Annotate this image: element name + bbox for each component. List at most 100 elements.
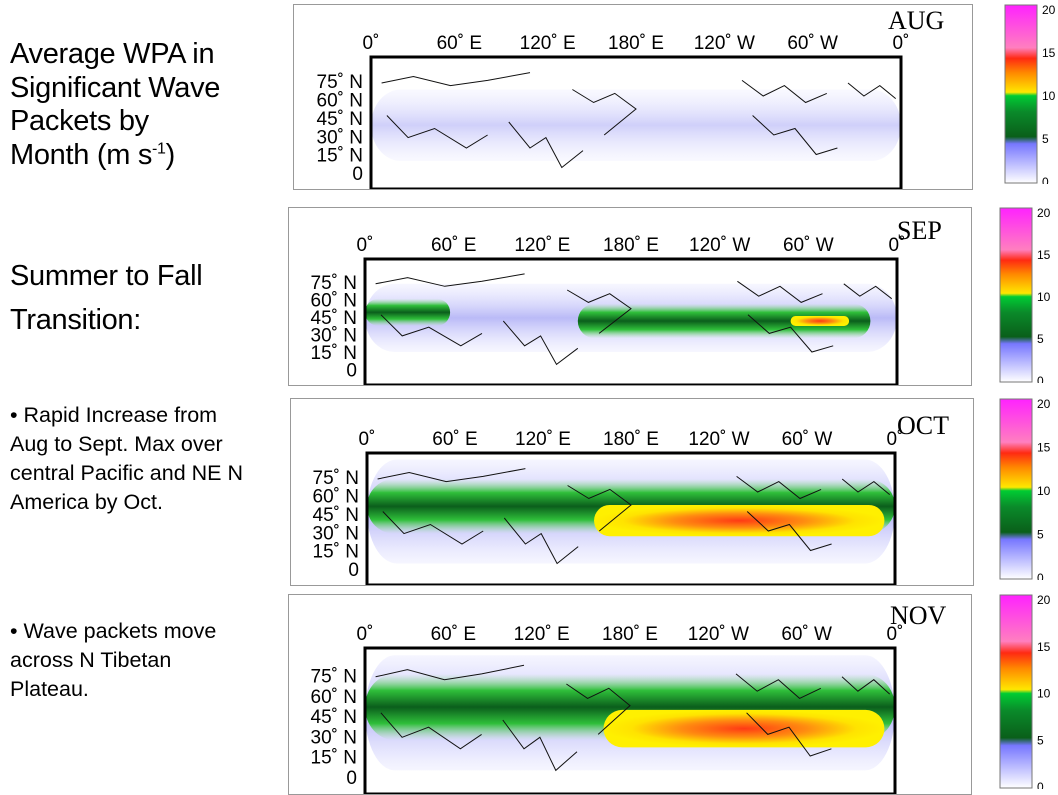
lon-tick-label: 180˚ E [608, 33, 664, 54]
lat-tick-label: 75˚ N [313, 468, 359, 489]
lat-tick-label: 15˚ N [311, 748, 357, 769]
lat-tick-label: 30˚ N [317, 127, 363, 148]
lon-tick-label: 60˚ W [781, 624, 832, 645]
colorbar-tick-label: 15 [1042, 46, 1056, 60]
colorbar-tick-label: 15 [1037, 640, 1051, 654]
colorbar: 20 15 10 5 0 [1004, 4, 1056, 184]
hot-region [603, 709, 885, 748]
coastlines [375, 273, 893, 366]
lat-tick-label: 15˚ N [313, 542, 359, 563]
field-shading [367, 459, 895, 564]
lat-tick-label: 45˚ N [311, 707, 357, 728]
section-subheading: Summer to Fall Transition: [10, 254, 290, 342]
lat-tick-label: 60˚ N [317, 91, 363, 112]
lon-tick-label: 0˚ [889, 235, 906, 256]
lon-tick-label: 120˚ W [688, 429, 749, 450]
lon-tick-label: 60˚ E [431, 624, 476, 645]
map-panel-sep: 0˚ 60˚ E 120˚ E 180˚ E 120˚ W 60˚ W 0˚ 75˚ N 60˚… [288, 207, 972, 386]
wpa-map-aug: 0˚ 60˚ E 120˚ E 180˚ E 120˚ W 60˚ W 0˚75˚ N60˚… [294, 5, 972, 189]
wpa-map-sep: 0˚ 60˚ E 120˚ E 180˚ E 120˚ W 60˚ W 0˚75˚ N60˚… [289, 208, 971, 385]
title-superscript: -1 [152, 139, 166, 157]
field-shading [365, 655, 895, 771]
lon-tick-label: 60˚ E [437, 33, 482, 54]
title-line-2: Significant Wave [10, 71, 221, 104]
colorbar-tick-label: 20 [1037, 207, 1051, 220]
lon-tick-label: 0˚ [357, 235, 374, 256]
colorbar: 20 15 10 5 0 [999, 398, 1051, 580]
month-label: OCT [897, 411, 949, 440]
lat-tick-label: 30˚ N [311, 325, 357, 346]
bullet-point-2: • Wave packets move across N Tibetan Pla… [10, 619, 217, 701]
field-shading [371, 89, 901, 161]
month-label: SEP [897, 216, 942, 245]
map-border [363, 257, 899, 385]
lon-tick-label: 0˚ [887, 624, 904, 645]
lat-tick-label: 0 [346, 360, 357, 381]
lat-tick-label: 30˚ N [311, 727, 357, 748]
title-line-4: Month (m s [10, 138, 153, 171]
title-line-1: Average WPA in [10, 38, 215, 70]
bullet-point-1: • Rapid Increase from Aug to Sept. Max o… [10, 403, 244, 514]
coastlines [381, 72, 897, 169]
colorbar-tick-label: 0 [1037, 780, 1044, 789]
lon-tick-label: 0˚ [359, 429, 376, 450]
colorbar-tick-label: 10 [1037, 484, 1051, 498]
colorbar-tick-label: 5 [1037, 733, 1044, 747]
lon-tick-label: 120˚ E [520, 33, 576, 54]
colorbar-tick-label: 15 [1037, 248, 1051, 262]
lat-tick-label: 0 [352, 164, 363, 185]
colorbar-tick-label: 0 [1037, 374, 1044, 383]
lat-tick-label: 45˚ N [313, 505, 359, 526]
lat-tick-label: 75˚ N [311, 667, 357, 688]
month-label: NOV [890, 601, 947, 630]
green-region [577, 303, 871, 339]
colorbar-tick-label: 15 [1037, 441, 1051, 455]
map-panel-nov: 0˚ 60˚ E 120˚ E 180˚ E 120˚ W 60˚ W 0˚ 75˚ N 60˚… [288, 594, 972, 795]
title-line-3: Packets by [10, 105, 149, 137]
lat-tick-label: 75˚ N [311, 273, 357, 294]
lon-tick-label: 0˚ [887, 429, 904, 450]
lon-tick-label: 60˚ E [432, 429, 477, 450]
field-shading [365, 283, 897, 352]
lon-tick-label: 60˚ E [431, 235, 476, 256]
colorbar: 20 15 10 5 0 [999, 207, 1051, 383]
map-border [369, 55, 903, 189]
lat-tick-label: 45˚ N [311, 308, 357, 329]
month-label: AUG [888, 6, 945, 35]
lat-tick-label: 45˚ N [317, 109, 363, 130]
lon-tick-label: 0˚ [893, 33, 910, 54]
colorbar-tick-label: 10 [1037, 290, 1051, 304]
coastlines [375, 664, 891, 772]
lat-tick-label: 60˚ N [313, 487, 359, 508]
lat-tick-label: 15˚ N [317, 146, 363, 167]
lon-tick-label: 180˚ E [603, 235, 659, 256]
lat-tick-label: 0 [348, 560, 359, 581]
lon-tick-label: 180˚ E [602, 624, 658, 645]
green-region [365, 298, 451, 326]
colorbar-tick-label: 5 [1037, 528, 1044, 542]
hot-region [594, 505, 885, 537]
colorbar-tick-label: 20 [1037, 594, 1051, 607]
wpa-map-oct: 0˚ 60˚ E 120˚ E 180˚ E 120˚ W 60˚ W 0˚75˚ N60˚… [291, 399, 973, 585]
lat-tick-label: 60˚ N [311, 687, 357, 708]
lon-tick-label: 60˚ W [783, 235, 834, 256]
map-panel-oct: 0˚ 60˚ E 120˚ E 180˚ E 120˚ W 60˚ W 0˚ 75˚ N 60˚… [290, 398, 974, 586]
lon-tick-label: 120˚ E [514, 624, 570, 645]
subhead-line-2: Transition: [10, 304, 142, 336]
map-border [363, 646, 897, 794]
lon-tick-label: 180˚ E [603, 429, 659, 450]
colorbar-tick-label: 10 [1042, 89, 1056, 103]
subhead-line-1: Summer to Fall [10, 260, 203, 292]
colorbar-tick-label: 10 [1037, 687, 1051, 701]
lon-tick-label: 0˚ [363, 33, 380, 54]
colorbar-tick-label: 20 [1042, 4, 1056, 17]
lon-tick-label: 120˚ W [694, 33, 755, 54]
coastlines [377, 468, 891, 565]
lon-tick-label: 60˚ W [787, 33, 838, 54]
wpa-map-nov: 0˚ 60˚ E 120˚ E 180˚ E 120˚ W 60˚ W 0˚ 75˚ N60˚… [289, 595, 971, 794]
lat-tick-label: 60˚ N [311, 290, 357, 311]
colorbar: 20 15 10 5 0 [999, 594, 1051, 789]
lon-tick-label: 120˚ W [689, 235, 750, 256]
lon-tick-label: 120˚ W [688, 624, 749, 645]
colorbar-tick-label: 0 [1042, 175, 1049, 184]
